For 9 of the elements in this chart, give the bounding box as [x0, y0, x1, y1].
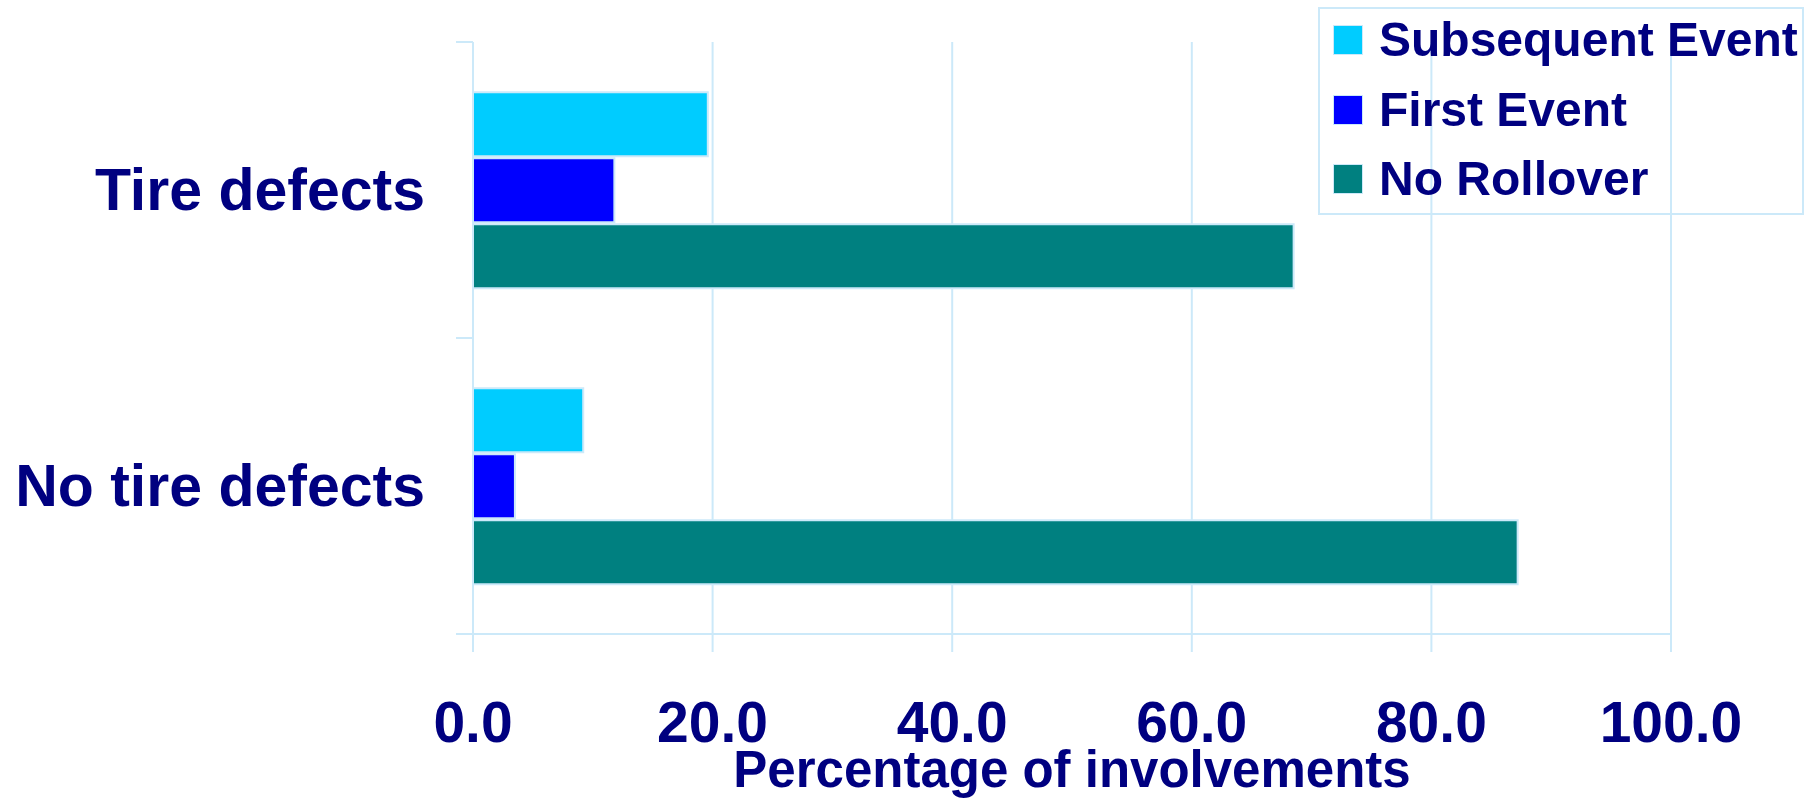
legend-label: No Rollover [1379, 152, 1649, 205]
legend-label: First Event [1379, 82, 1628, 136]
legend-label: Subsequent Event [1379, 13, 1798, 66]
y-tick-label: No tire defects [15, 453, 425, 519]
x-tick-label: 100.0 [1599, 690, 1743, 754]
y-tick-label: Tire defects [94, 157, 425, 223]
x-tick-label: 40.0 [896, 690, 1008, 754]
x-tick-label: 0.0 [433, 690, 513, 754]
x-tick-label: 80.0 [1375, 690, 1487, 754]
